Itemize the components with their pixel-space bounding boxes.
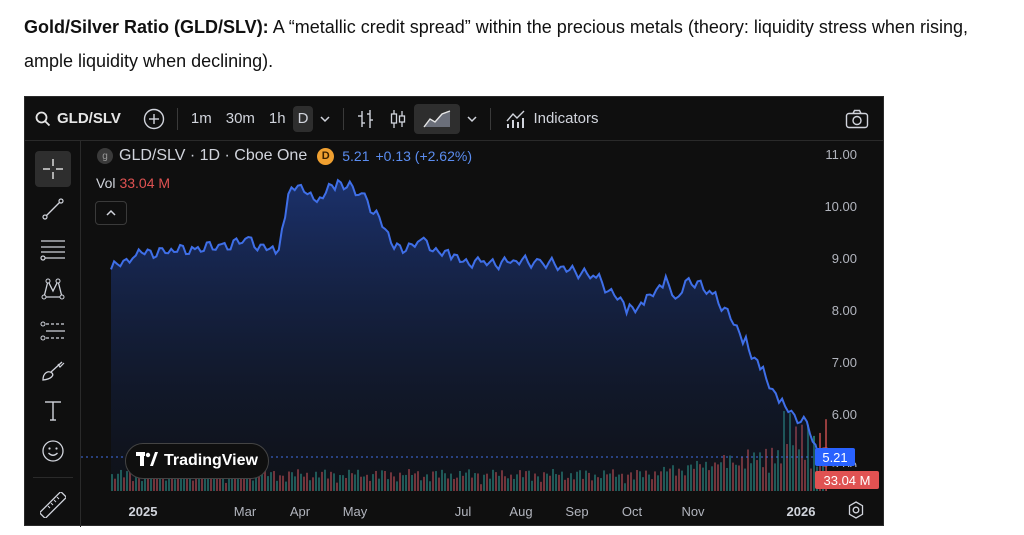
price-area [111,180,826,491]
forecast-icon [40,321,65,341]
chart-legend: g GLD/SLV · 1D · Cboe One D 5.21 +0.13 (… [97,147,472,165]
tv-mark-icon [136,451,158,466]
tool-divider [33,477,73,478]
camera-icon [845,109,869,129]
legend-value: 5.21 [342,148,370,164]
indicators-button[interactable]: Indicators [497,104,604,134]
volume-legend: Vol 33.04 M [96,175,170,191]
timeframe-1h[interactable]: 1h [268,110,286,127]
pattern-tool[interactable] [35,271,71,307]
area-chart-icon [423,109,451,127]
gear-icon [848,501,864,519]
article-paragraph: Gold/Silver Ratio (GLD/SLV): A “metallic… [24,10,1014,78]
x-tick-aug: Aug [509,504,533,519]
bar-chart-button[interactable] [350,104,382,134]
symbol-label: GLD/SLV [57,110,121,127]
ruler-icon [40,492,66,518]
crosshair-icon [43,159,63,179]
text-icon [45,401,61,421]
chevron-down-icon [320,115,330,122]
area-chart-button[interactable] [414,103,461,134]
y-tick-7: 7.00 [831,355,857,370]
emoji-tool[interactable] [35,433,71,469]
legend-title[interactable]: GLD/SLV · 1D · Cboe One [119,147,308,164]
collapse-legend-button[interactable] [95,201,127,225]
x-tick-sep: Sep [565,504,589,519]
crosshair-tool[interactable] [35,151,71,187]
toolbar-divider [176,107,178,130]
chart-pane[interactable]: g GLD/SLV · 1D · Cboe One D 5.21 +0.13 (… [81,141,885,527]
indicators-label: Indicators [533,110,599,127]
x-tick-oct: Oct [621,504,643,519]
article-text: A “metallic credit spread” within the pr… [24,17,968,71]
chevron-up-icon [106,209,116,216]
y-tick-10: 10.00 [824,199,857,214]
timeframe-dropdown[interactable] [313,104,337,134]
brush-icon [42,361,65,381]
drawing-toolbar [25,141,81,527]
article-title: Gold/Silver Ratio (GLD/SLV): [24,17,269,37]
chart-settings-button[interactable] [847,501,865,524]
timeframe-1m[interactable]: 1m [190,110,212,127]
tradingview-wordmark: TradingView [164,452,258,469]
y-tick-8: 8.00 [831,303,857,318]
toolbar-divider [490,107,492,130]
x-tick-nov: Nov [681,504,705,519]
x-tick-2026: 2026 [786,504,816,519]
top-toolbar: GLD/SLV 1m 30m 1h D Indicators [25,97,883,141]
compare-button[interactable] [137,104,171,134]
tradingview-logo-mark [136,451,158,471]
x-tick-apr: Apr [289,504,311,519]
screenshot-button[interactable] [839,104,875,134]
y-tick-6: 6.00 [831,407,857,422]
legend-change: +0.13 (+2.62%) [375,148,472,164]
symbol-search-button[interactable]: GLD/SLV [25,104,127,134]
fib-lines-icon [40,240,65,261]
volume-label: Vol [96,175,116,191]
candles-icon [391,109,406,128]
timeframe-30m[interactable]: 30m [225,110,255,127]
toolbar-divider [343,107,345,130]
brush-tool[interactable] [35,353,71,389]
tradingview-logo[interactable]: TradingView [125,443,269,479]
volume-value: 33.04 M [119,175,171,191]
x-tick-jul: Jul [454,504,472,519]
symbol-logo-badge: g [97,148,113,164]
y-tick-9: 9.00 [831,251,857,266]
indicators-icon [506,110,525,128]
x-tick-may: May [342,504,368,519]
plus-circle-icon [143,108,165,129]
search-icon [35,111,51,126]
trend-line-icon [42,198,64,220]
tradingview-widget: GLD/SLV 1m 30m 1h D Indicators [24,96,885,527]
timeframe-d[interactable]: D [292,105,314,132]
fib-retracement-tool[interactable] [35,231,71,267]
trend-line-tool[interactable] [35,191,71,227]
text-tool[interactable] [35,393,71,429]
ohlc-bars-icon [358,109,374,128]
last-price-tag: 5.21 [815,448,855,466]
x-tick-2025: 2025 [128,504,158,519]
pattern-icon [41,278,65,300]
x-tick-mar: Mar [233,504,257,519]
y-tick-11: 11.00 [825,147,857,162]
delayed-data-badge[interactable]: D [317,147,335,165]
price-line [110,178,827,461]
chevron-down-icon [467,115,477,122]
chart-type-dropdown[interactable] [460,104,484,134]
last-volume-tag: 33.04 M [815,471,879,489]
smiley-icon [42,440,64,462]
candles-chart-button[interactable] [382,104,414,134]
prediction-tool[interactable] [35,313,71,349]
measure-tool[interactable] [35,487,71,523]
